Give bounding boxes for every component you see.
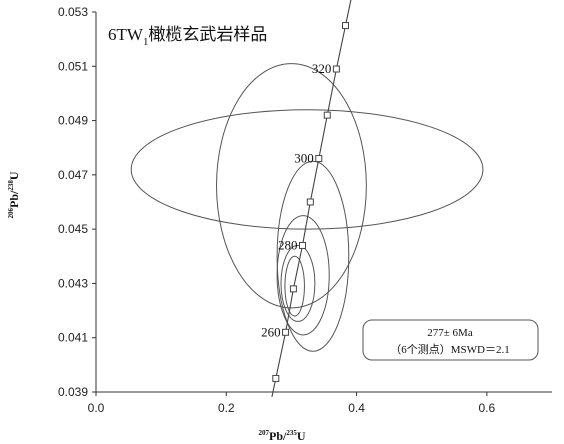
- x-tick-label: 0.2: [218, 401, 235, 415]
- error-ellipse: [216, 63, 367, 309]
- y-tick-label: 0.047: [58, 168, 88, 182]
- y-axis-ticks: 0.039 0.041 0.043 0.045 0.047 0.049 0.051 0.053: [58, 5, 96, 399]
- concordia-marker: [272, 374, 280, 382]
- concordia-marker: [323, 111, 331, 119]
- y-tick-label: 0.043: [58, 276, 88, 290]
- concordia-marker: [306, 198, 314, 206]
- y-tick-label: 0.045: [58, 222, 88, 236]
- x-tick-label: 0.0: [88, 401, 105, 415]
- y-axis-label: 206Pb/238U: [7, 171, 21, 218]
- y-tick-label: 0.051: [58, 59, 88, 73]
- x-tick-label: 0.6: [479, 401, 496, 415]
- concordia-curve: [271, 0, 352, 398]
- y-tick-label: 0.053: [58, 5, 88, 19]
- age-result-text: 277± 6Ma: [427, 327, 473, 339]
- mswd-text: （6个测点）MSWD＝2.1: [390, 343, 509, 356]
- concordia-age-markers: [272, 22, 349, 382]
- x-axis-label: 207Pb/235U: [258, 429, 305, 443]
- age-label: 260: [261, 324, 281, 339]
- y-tick-label: 0.049: [58, 114, 88, 128]
- age-result-box: 277± 6Ma （6个测点）MSWD＝2.1: [362, 319, 539, 361]
- error-ellipse: [280, 244, 316, 322]
- concordia-age-labels: 260 280 300 320: [261, 61, 331, 339]
- concordia-marker: [299, 241, 307, 249]
- concordia-marker: [289, 285, 297, 293]
- concordia-marker: [332, 65, 340, 73]
- concordia-marker: [282, 328, 290, 336]
- y-tick-label: 0.039: [58, 385, 88, 399]
- x-tick-label: 0.4: [348, 401, 365, 415]
- age-label: 280: [278, 237, 298, 252]
- chart-title: 6TW1橄榄玄武岩样品: [108, 25, 267, 48]
- age-label: 320: [312, 61, 332, 76]
- x-axis-ticks: 0.0 0.2 0.4 0.6: [88, 392, 496, 415]
- age-result-frame: [362, 319, 539, 361]
- concordia-marker: [341, 22, 349, 30]
- age-label: 300: [294, 151, 314, 166]
- error-ellipse: [130, 109, 484, 230]
- y-tick-label: 0.041: [58, 331, 88, 345]
- error-ellipse: [284, 255, 305, 317]
- error-ellipse: [276, 215, 330, 336]
- error-ellipses: [130, 63, 484, 352]
- error-ellipse: [276, 160, 350, 352]
- concordia-marker: [315, 155, 323, 163]
